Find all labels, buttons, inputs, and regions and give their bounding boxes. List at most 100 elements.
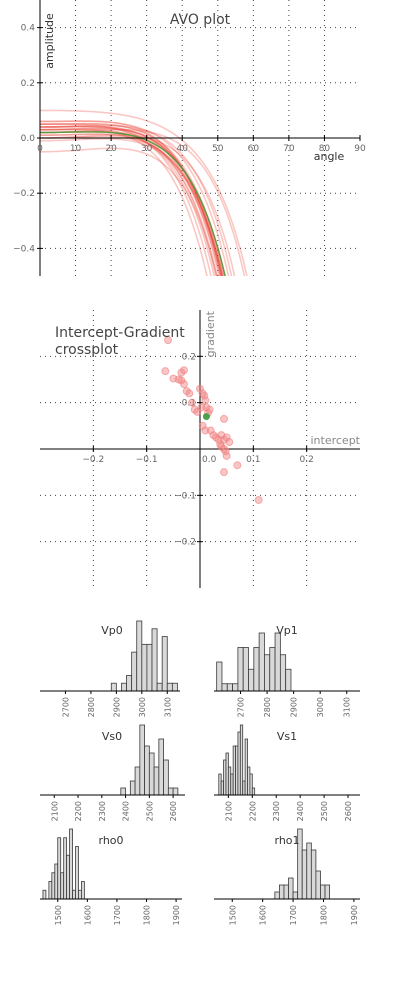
- histogram-bar: [310, 849, 317, 900]
- histogram-bar: [301, 849, 308, 900]
- histogram-bar: [131, 651, 138, 692]
- avo-curve: [40, 147, 218, 276]
- histogram-bar: [306, 842, 312, 900]
- crossplot-point: [220, 468, 228, 477]
- avo-curve: [40, 125, 220, 276]
- avo-x-tick-label: 80: [319, 144, 331, 154]
- histogram-x-tick-label: 2300: [98, 801, 107, 821]
- histogram-bar: [153, 766, 160, 796]
- histogram-bar: [54, 863, 59, 900]
- histogram-bar: [216, 661, 223, 692]
- histogram-vp0: 2700 2800 2900 3000 3100 Vp0: [40, 620, 180, 717]
- crossplot-point: [254, 495, 263, 504]
- histogram-x-tick-label: 1600: [83, 905, 92, 925]
- avo-x-tick-label: 20: [105, 144, 117, 154]
- histogram-bar: [232, 683, 239, 692]
- histogram-bar: [269, 647, 276, 692]
- avo-title: AVO plot: [170, 12, 231, 28]
- avo-curve: [40, 123, 212, 276]
- histogram-bar: [139, 724, 145, 796]
- histogram-title: Vs0: [102, 730, 122, 743]
- histogram-x-tick-label: 1900: [172, 905, 181, 925]
- avo-x-label: angle: [314, 150, 345, 163]
- histogram-bar: [292, 891, 299, 900]
- crossplot-point: [200, 391, 209, 400]
- histogram-title: rho1: [274, 834, 299, 847]
- histogram-title: Vs1: [277, 730, 297, 743]
- avo-curve: [40, 135, 224, 276]
- avo-y-tick-label: 0.4: [21, 24, 36, 34]
- avo-x-tick-label: 70: [283, 144, 295, 154]
- crossplot-point: [206, 426, 215, 435]
- avo-curve: [40, 109, 248, 276]
- crossplot-point: [201, 396, 210, 405]
- histogram-bar: [42, 889, 47, 900]
- histogram-title: Vp1: [276, 624, 298, 637]
- histogram-bar: [237, 647, 244, 692]
- histogram-bar: [163, 759, 169, 796]
- histogram-x-tick-label: 1700: [113, 905, 122, 925]
- avo-curve: [40, 128, 215, 276]
- avo-curve: [40, 133, 221, 276]
- histogram-x-tick-label: 1600: [259, 905, 268, 925]
- histogram-vs1: 2100 2200 2300 2400 2500 2600 Vs1: [214, 724, 360, 821]
- crossplot-point: [188, 398, 196, 407]
- histogram-bar: [248, 668, 255, 692]
- avo-curve: [40, 128, 246, 276]
- histogram-x-tick-label: 2700: [61, 697, 70, 717]
- histogram-bar: [60, 872, 65, 900]
- avo-curve: [40, 138, 223, 276]
- histogram-bar: [126, 675, 133, 692]
- histogram-x-tick-label: 2400: [122, 801, 131, 821]
- histogram-bar: [161, 636, 168, 692]
- histogram-bar: [278, 884, 285, 900]
- histogram-bar: [166, 682, 173, 692]
- avo-x-tick-label: 10: [70, 144, 82, 154]
- histogram-x-tick-label: 2100: [50, 801, 59, 821]
- histogram-x-tick-label: 2400: [296, 801, 305, 821]
- histogram-x-tick-label: 1900: [350, 905, 359, 925]
- histogram-bar: [81, 881, 85, 900]
- crossplot-point: [198, 421, 207, 430]
- histogram-bar: [110, 682, 117, 692]
- histogram-title: Vp0: [101, 624, 123, 637]
- avo-y-label: amplitude: [43, 13, 56, 69]
- crossplot-point: [225, 438, 234, 447]
- crossplot-point-highlight: [202, 413, 210, 421]
- avo-plot: 0 10 20 30 40 50 60 70 80 90 −0.4 −0.2 0.0 0.2 0.4 AVO …: [13, 0, 366, 276]
- histogram-x-tick-label: 2200: [74, 801, 83, 821]
- crossplot-point: [164, 336, 172, 345]
- avo-curve: [40, 127, 224, 276]
- histogram-bar: [69, 828, 73, 900]
- avo-y-tick-label: 0.0: [21, 134, 36, 144]
- avo-curve: [40, 125, 217, 276]
- histogram-bar: [274, 632, 281, 692]
- histogram-bar: [144, 745, 150, 796]
- histogram-bar: [129, 780, 136, 796]
- crossplot-x-tick-label: −0.2: [82, 455, 104, 465]
- avo-y-tick-label: 0.2: [21, 79, 35, 89]
- avo-y-tick-label: −0.2: [13, 189, 35, 199]
- avo-curve: [40, 124, 233, 276]
- histogram-x-tick-label: 2900: [112, 697, 121, 717]
- crossplot-x-tick-label: 0.1: [246, 455, 260, 465]
- crossplot-y-label: gradient: [204, 310, 217, 357]
- histogram-bar: [258, 632, 265, 692]
- histogram-x-tick-label: 3100: [163, 697, 172, 717]
- histogram-bar: [121, 682, 127, 692]
- avo-curve: [40, 120, 222, 276]
- avo-x-tick-label: 60: [248, 144, 260, 154]
- histogram-rho1: 1500 1600 1700 1800 1900 rho1: [214, 828, 360, 925]
- histogram-x-tick-label: 1800: [143, 905, 152, 925]
- histogram-title: rho0: [98, 834, 123, 847]
- histogram-bar: [78, 889, 82, 900]
- histogram-bar: [226, 683, 233, 692]
- histogram-x-tick-label: 2500: [145, 801, 154, 821]
- avo-x-tick-label: 50: [212, 144, 224, 154]
- histogram-bar: [264, 654, 271, 692]
- histogram-x-tick-label: 2800: [263, 697, 272, 717]
- crossplot-point: [180, 380, 188, 389]
- histogram-bar: [151, 628, 158, 692]
